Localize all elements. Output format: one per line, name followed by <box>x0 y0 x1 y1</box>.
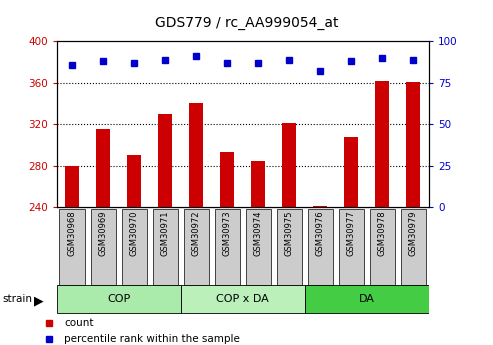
Text: GSM30973: GSM30973 <box>223 210 232 256</box>
Text: GSM30975: GSM30975 <box>285 210 294 256</box>
FancyBboxPatch shape <box>401 209 426 285</box>
FancyBboxPatch shape <box>91 209 116 285</box>
FancyBboxPatch shape <box>214 209 240 285</box>
FancyBboxPatch shape <box>121 209 147 285</box>
Text: GSM30976: GSM30976 <box>316 210 325 256</box>
FancyBboxPatch shape <box>60 209 85 285</box>
Bar <box>96 129 110 207</box>
Bar <box>406 82 421 207</box>
FancyBboxPatch shape <box>246 209 271 285</box>
Bar <box>127 155 141 207</box>
FancyBboxPatch shape <box>152 209 178 285</box>
Text: DA: DA <box>359 294 375 304</box>
Bar <box>251 161 265 207</box>
Bar <box>65 166 79 207</box>
Text: GSM30978: GSM30978 <box>378 210 387 256</box>
Text: GSM30969: GSM30969 <box>99 210 108 256</box>
Text: ▶: ▶ <box>34 294 43 307</box>
Text: GSM30977: GSM30977 <box>347 210 356 256</box>
FancyBboxPatch shape <box>305 285 429 313</box>
Text: GSM30971: GSM30971 <box>161 210 170 256</box>
Bar <box>220 152 234 207</box>
FancyBboxPatch shape <box>339 209 364 285</box>
FancyBboxPatch shape <box>181 285 305 313</box>
Text: GSM30970: GSM30970 <box>130 210 139 256</box>
FancyBboxPatch shape <box>308 209 333 285</box>
Text: GSM30979: GSM30979 <box>409 210 418 256</box>
Text: GSM30968: GSM30968 <box>68 210 77 256</box>
Bar <box>314 206 327 207</box>
Text: percentile rank within the sample: percentile rank within the sample <box>64 334 240 344</box>
Bar <box>282 123 296 207</box>
Bar <box>189 104 203 207</box>
Text: COP: COP <box>107 294 130 304</box>
Bar <box>375 81 389 207</box>
FancyBboxPatch shape <box>277 209 302 285</box>
Text: count: count <box>64 318 94 328</box>
Text: COP x DA: COP x DA <box>216 294 269 304</box>
Bar <box>345 137 358 207</box>
FancyBboxPatch shape <box>370 209 395 285</box>
FancyBboxPatch shape <box>183 209 209 285</box>
Text: GDS779 / rc_AA999054_at: GDS779 / rc_AA999054_at <box>155 16 338 30</box>
Text: GSM30972: GSM30972 <box>192 210 201 256</box>
Bar <box>158 114 172 207</box>
Text: strain: strain <box>2 294 33 304</box>
FancyBboxPatch shape <box>57 285 181 313</box>
Text: GSM30974: GSM30974 <box>254 210 263 256</box>
